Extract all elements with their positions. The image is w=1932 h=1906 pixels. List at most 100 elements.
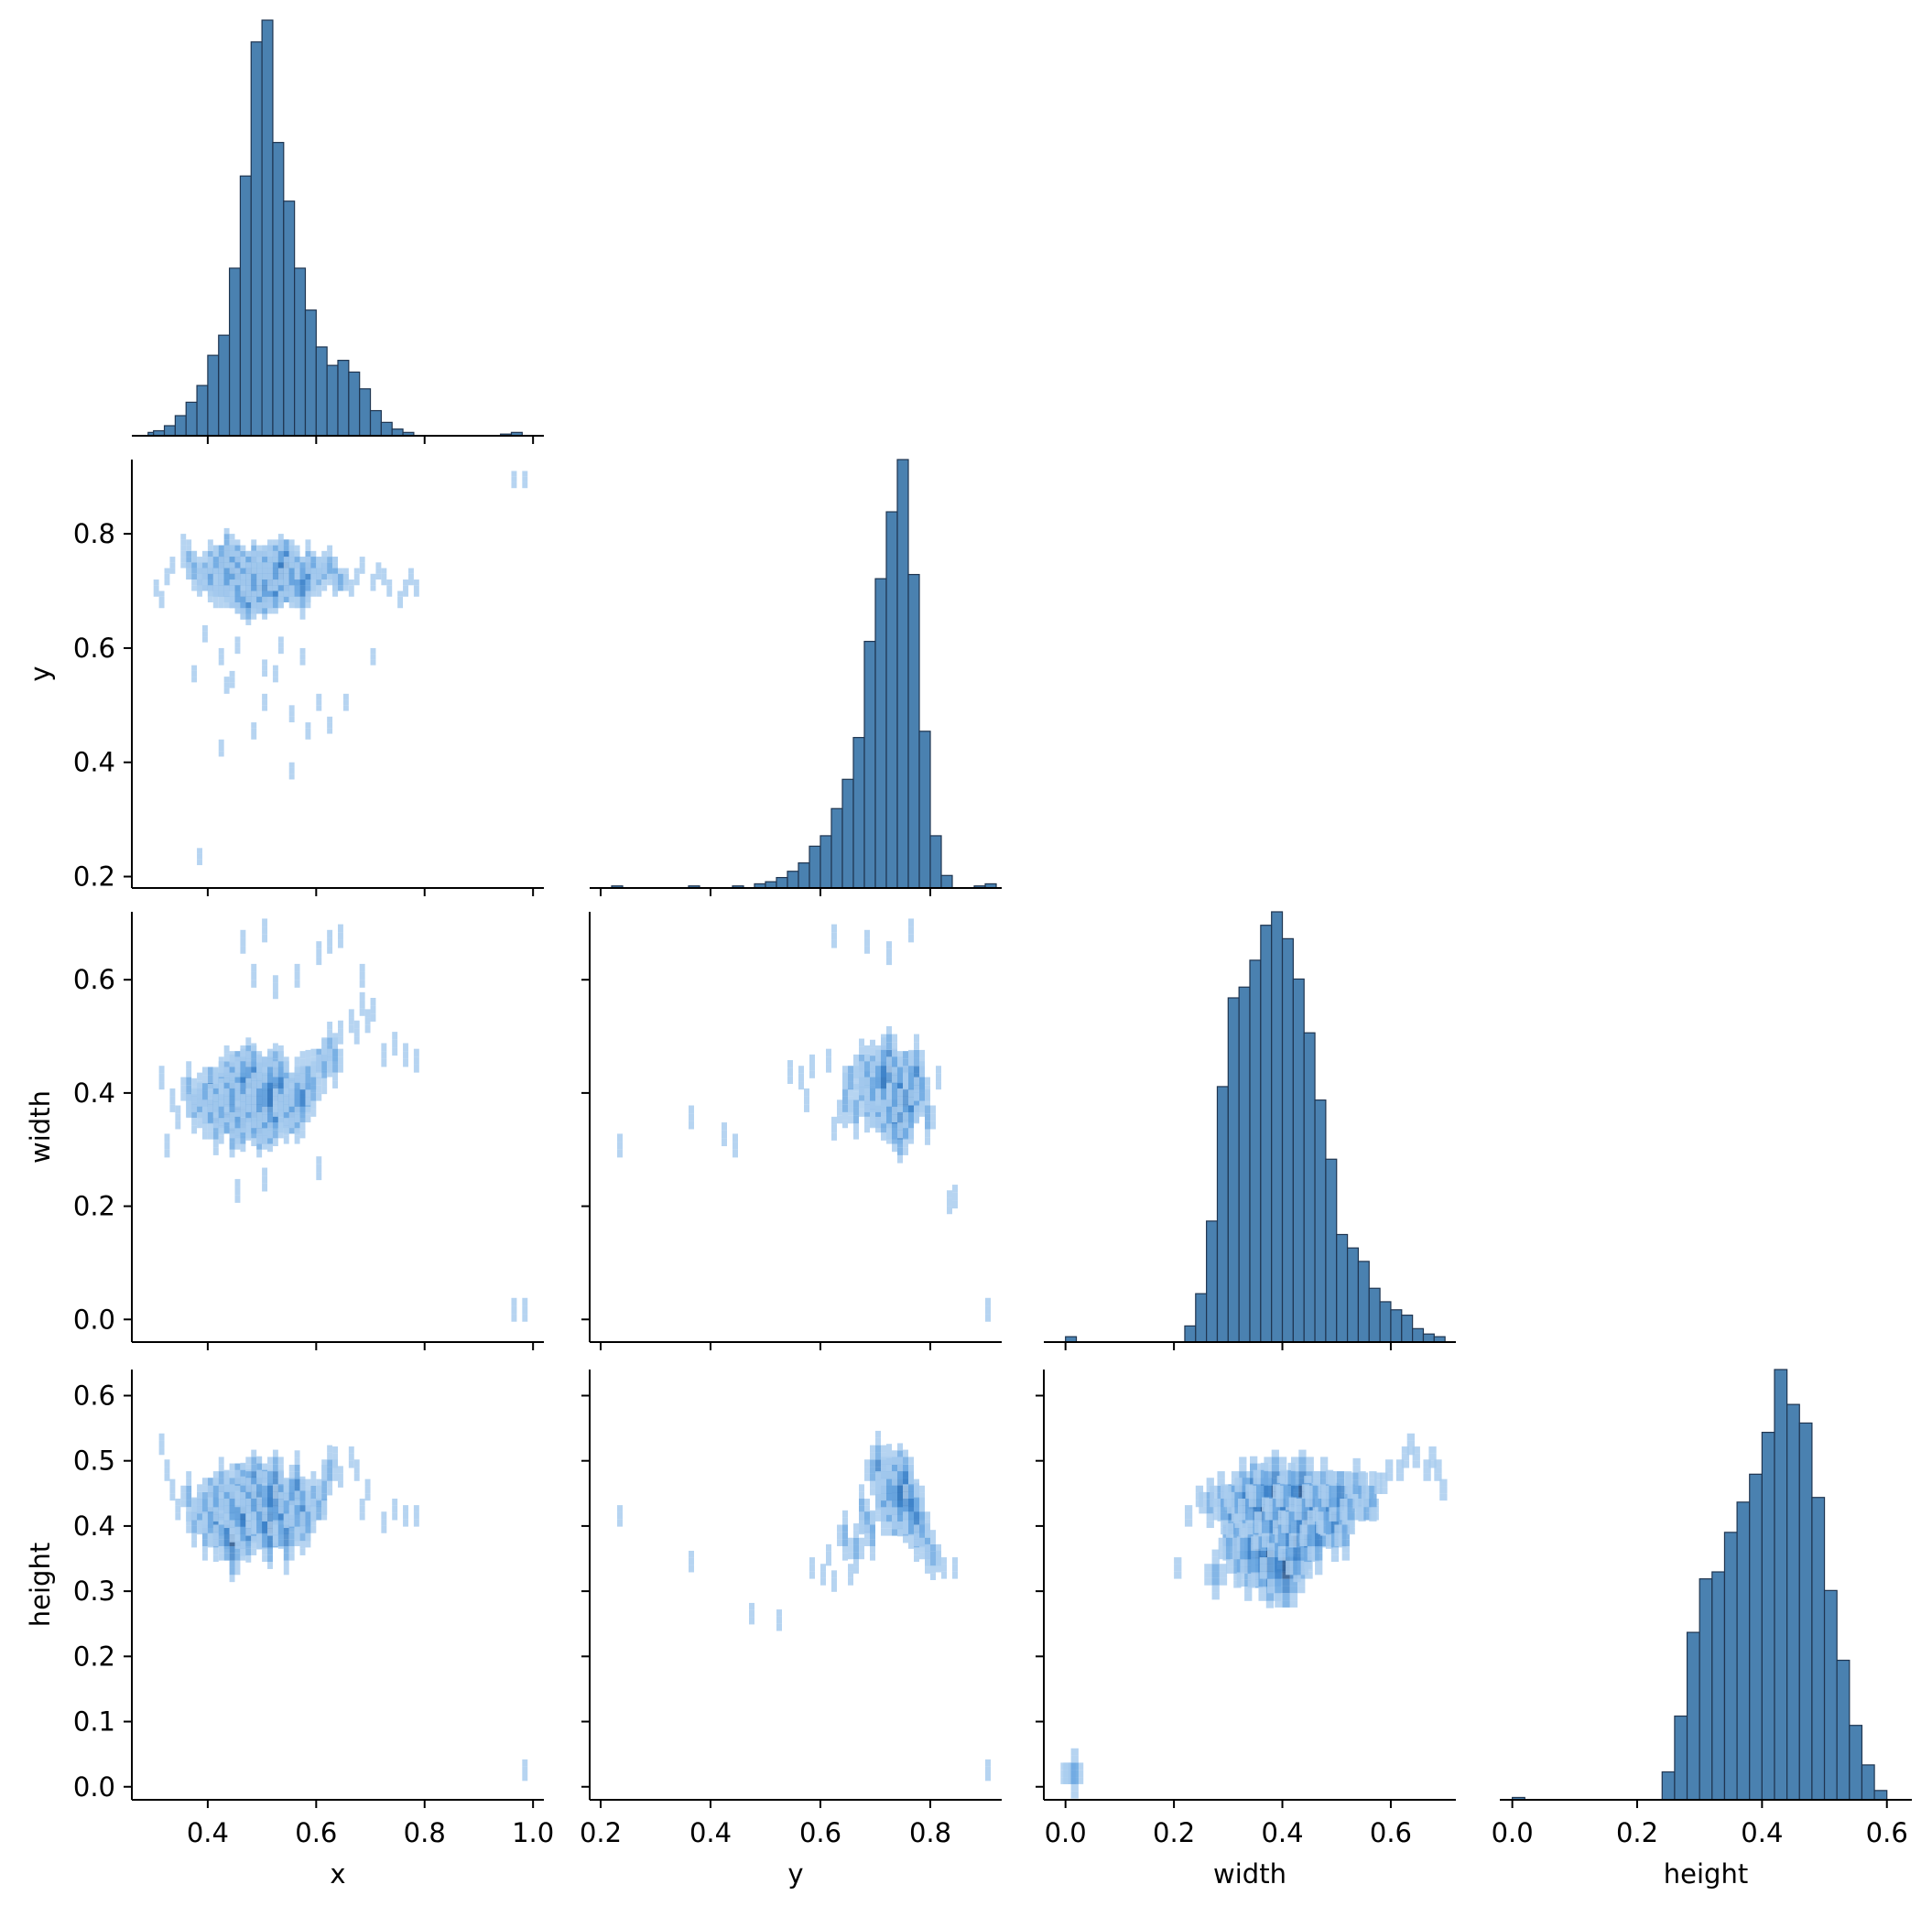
hist-bar-x [174, 415, 187, 437]
density-cell [413, 579, 419, 586]
density-cell [262, 1120, 268, 1129]
density-cell [299, 1519, 306, 1526]
density-cell [809, 1054, 815, 1063]
density-cell [892, 1514, 897, 1522]
density-cell [1300, 1567, 1308, 1576]
hist-bar-width [1227, 997, 1240, 1343]
density-cell [294, 557, 300, 563]
density-cell [327, 1056, 333, 1065]
density-cell [1236, 1579, 1245, 1587]
density-cell [207, 1067, 213, 1076]
density-cell [903, 1088, 908, 1097]
density-cell [348, 1017, 354, 1025]
density-cell [240, 562, 246, 569]
density-cell [1336, 1485, 1345, 1493]
density-cell [283, 579, 289, 586]
density-cell [892, 1528, 897, 1536]
density-cell [886, 1042, 892, 1050]
density-cell [1293, 1567, 1301, 1576]
density-cell [903, 1519, 908, 1526]
density-cell [1199, 1491, 1207, 1500]
density-cell [316, 573, 322, 580]
density-cell [364, 1009, 371, 1018]
density-cell [294, 1457, 300, 1465]
density-cell [223, 1104, 230, 1112]
density-cell [947, 1197, 952, 1207]
density-cell [798, 1066, 804, 1074]
density-cell [207, 1115, 213, 1124]
density-cell [223, 545, 230, 551]
density-cell [218, 602, 224, 609]
density-cell [201, 624, 208, 632]
hist-bar-width [1346, 1247, 1360, 1343]
density-cell [212, 1120, 219, 1129]
hist-bar-width [1238, 986, 1251, 1343]
density-cell [1227, 1506, 1235, 1514]
density-cell [256, 1088, 263, 1097]
density-cell [197, 1491, 202, 1500]
density-cell [191, 1118, 198, 1126]
density-cell [299, 659, 306, 666]
density-cell [1412, 1453, 1420, 1461]
density-cell [1329, 1478, 1337, 1486]
density-cell [392, 1047, 398, 1056]
density-cell [903, 1130, 908, 1139]
density-cell [903, 1478, 908, 1486]
density-cell [930, 1565, 936, 1574]
density-cell [875, 1452, 881, 1460]
density-cell [234, 1135, 241, 1144]
density-cell [294, 562, 300, 569]
density-cell [925, 1537, 930, 1545]
density-cell [169, 568, 176, 574]
density-cell [1253, 1477, 1261, 1485]
density-cell [186, 1511, 192, 1520]
density-cell [299, 1483, 306, 1491]
density-cell [875, 1467, 881, 1474]
density-cell [234, 1142, 241, 1150]
density-cell [201, 1131, 208, 1140]
density-cell [267, 590, 273, 597]
hist-bar-x [228, 267, 242, 437]
density-cell [251, 1130, 257, 1139]
density-cell [1250, 1463, 1258, 1471]
density-cell [267, 1532, 273, 1541]
density-cell [407, 579, 414, 586]
density-cell [197, 853, 202, 860]
hist-bar-y [809, 845, 821, 889]
density-cell [186, 1068, 192, 1078]
density-cell [240, 937, 246, 947]
density-cell [223, 1096, 230, 1105]
hist-bar-x [337, 360, 350, 437]
density-cell [240, 557, 246, 563]
density-cell [985, 1773, 991, 1781]
density-cell [262, 659, 268, 666]
density-cell [842, 1081, 848, 1090]
density-cell [353, 573, 360, 580]
density-cell [859, 1499, 864, 1506]
density-cell [859, 1511, 864, 1520]
density-cell [689, 1565, 694, 1573]
density-cell [1240, 1559, 1248, 1567]
density-cell [223, 1485, 230, 1492]
density-cell [787, 1067, 793, 1077]
density-cell [262, 1106, 268, 1115]
density-cell [413, 1511, 419, 1520]
x-axis-label: width [1213, 1858, 1286, 1890]
density-cell [892, 1090, 897, 1099]
density-cell [305, 1519, 311, 1526]
density-cell [375, 573, 382, 580]
density-cell [1199, 1506, 1207, 1514]
density-cell [1323, 1511, 1331, 1520]
density-cell [262, 1128, 268, 1136]
density-cell [240, 1143, 246, 1153]
density-cell [207, 568, 213, 574]
density-cell [1307, 1532, 1316, 1540]
density-cell [305, 1114, 311, 1123]
density-cell [251, 590, 257, 597]
density-cell [837, 1099, 842, 1108]
density-cell [234, 585, 241, 591]
density-cell [283, 539, 289, 546]
density-cell [256, 1120, 263, 1129]
density-cell [897, 1478, 903, 1486]
density-cell [864, 1116, 870, 1125]
